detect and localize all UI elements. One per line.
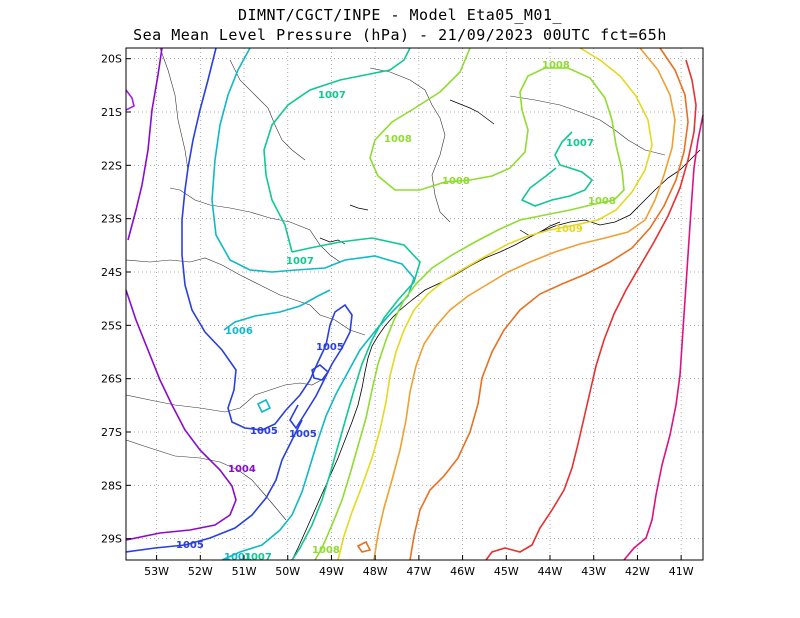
contour-label: 1007	[566, 138, 594, 149]
x-tick-label: 43W	[581, 565, 606, 578]
contour-1006	[211, 47, 415, 561]
contour-label: 1008	[588, 196, 616, 207]
contour-label: 1004	[228, 464, 256, 475]
x-tick-label: 49W	[319, 565, 344, 578]
contour-1010	[373, 47, 676, 561]
contour-1006-west	[223, 289, 331, 331]
x-tick-label: 46W	[450, 565, 475, 578]
contour-1007-north	[263, 47, 411, 253]
y-tick-label: 28S	[101, 479, 122, 492]
x-tick-label: 47W	[406, 565, 431, 578]
map-title-line-2: Sea Mean Level Pressure (hPa) - 21/09/20…	[133, 26, 667, 44]
y-tick-label: 23S	[101, 213, 122, 226]
contour-1005-loop	[311, 364, 330, 381]
map-title-line-1: DIMNT/CGCT/INPE - Model Eta05_M01_	[237, 6, 563, 24]
y-tick-label: 22S	[101, 159, 122, 172]
y-tick-label: 29S	[101, 533, 122, 546]
contour-1005-south	[125, 419, 303, 553]
state-borders	[125, 47, 666, 521]
x-tick-label: 45W	[494, 565, 519, 578]
contour-label: 1005	[250, 426, 278, 437]
x-tick-label: 50W	[275, 565, 300, 578]
y-tick-label: 26S	[101, 373, 122, 386]
x-tick-label: 53W	[144, 565, 169, 578]
contour-label: 1008	[442, 176, 470, 187]
contour-1011	[409, 47, 689, 561]
contour-1012	[485, 59, 697, 561]
contour-label: 1007	[318, 90, 346, 101]
contour-1011-loop	[356, 540, 372, 553]
contours	[125, 47, 704, 561]
x-tick-label: 44W	[538, 565, 563, 578]
contour-label: 1005	[289, 429, 317, 440]
y-axis: 20S 21S 22S 23S 24S 25S 26S 27S 28S 29S	[101, 53, 131, 546]
contour-1001-north	[125, 89, 135, 111]
contour-label: 1008	[542, 60, 570, 71]
x-tick-label: 52W	[188, 565, 213, 578]
contour-label: 1007	[286, 256, 314, 267]
plot-frame	[125, 47, 704, 561]
contour-label: 1008	[384, 134, 412, 145]
contour-label: 1009	[555, 224, 583, 235]
x-tick-label: 42W	[625, 565, 650, 578]
contour-labels: 1007 1008 1008 1008 1007 1008 1009 1007 …	[176, 60, 616, 563]
contour-label: 1005	[316, 342, 344, 353]
contour-label: 1007	[244, 552, 272, 563]
contour-label: 1005	[176, 540, 204, 551]
contour-1004	[125, 47, 237, 541]
contour-1007-coast	[291, 237, 421, 561]
y-tick-label: 27S	[101, 426, 122, 439]
plot-area	[126, 48, 703, 560]
contour-1013	[623, 114, 704, 561]
contour-label: 1008	[312, 545, 340, 556]
y-tick-label: 21S	[101, 106, 122, 119]
contour-1007-east	[520, 131, 594, 207]
contour-label: 1001	[224, 552, 252, 563]
x-tick-label: 48W	[363, 565, 388, 578]
y-tick-label: 25S	[101, 319, 122, 332]
x-tick-label: 51W	[232, 565, 257, 578]
contour-1005-west	[181, 47, 287, 431]
contour-1008-inner	[314, 47, 625, 561]
contour-1006-loop	[256, 398, 272, 414]
x-axis: 53W 52W 51W 50W 49W 48W 47W 46W 45W 44W 43W 42W 41W	[144, 555, 694, 578]
contour-label: 1006	[225, 326, 253, 337]
y-tick-label: 20S	[101, 53, 122, 66]
x-tick-label: 41W	[669, 565, 694, 578]
contour-1005-east	[285, 303, 353, 430]
coastline	[291, 149, 701, 561]
contour-1009	[337, 47, 653, 561]
y-tick-label: 24S	[101, 266, 122, 279]
